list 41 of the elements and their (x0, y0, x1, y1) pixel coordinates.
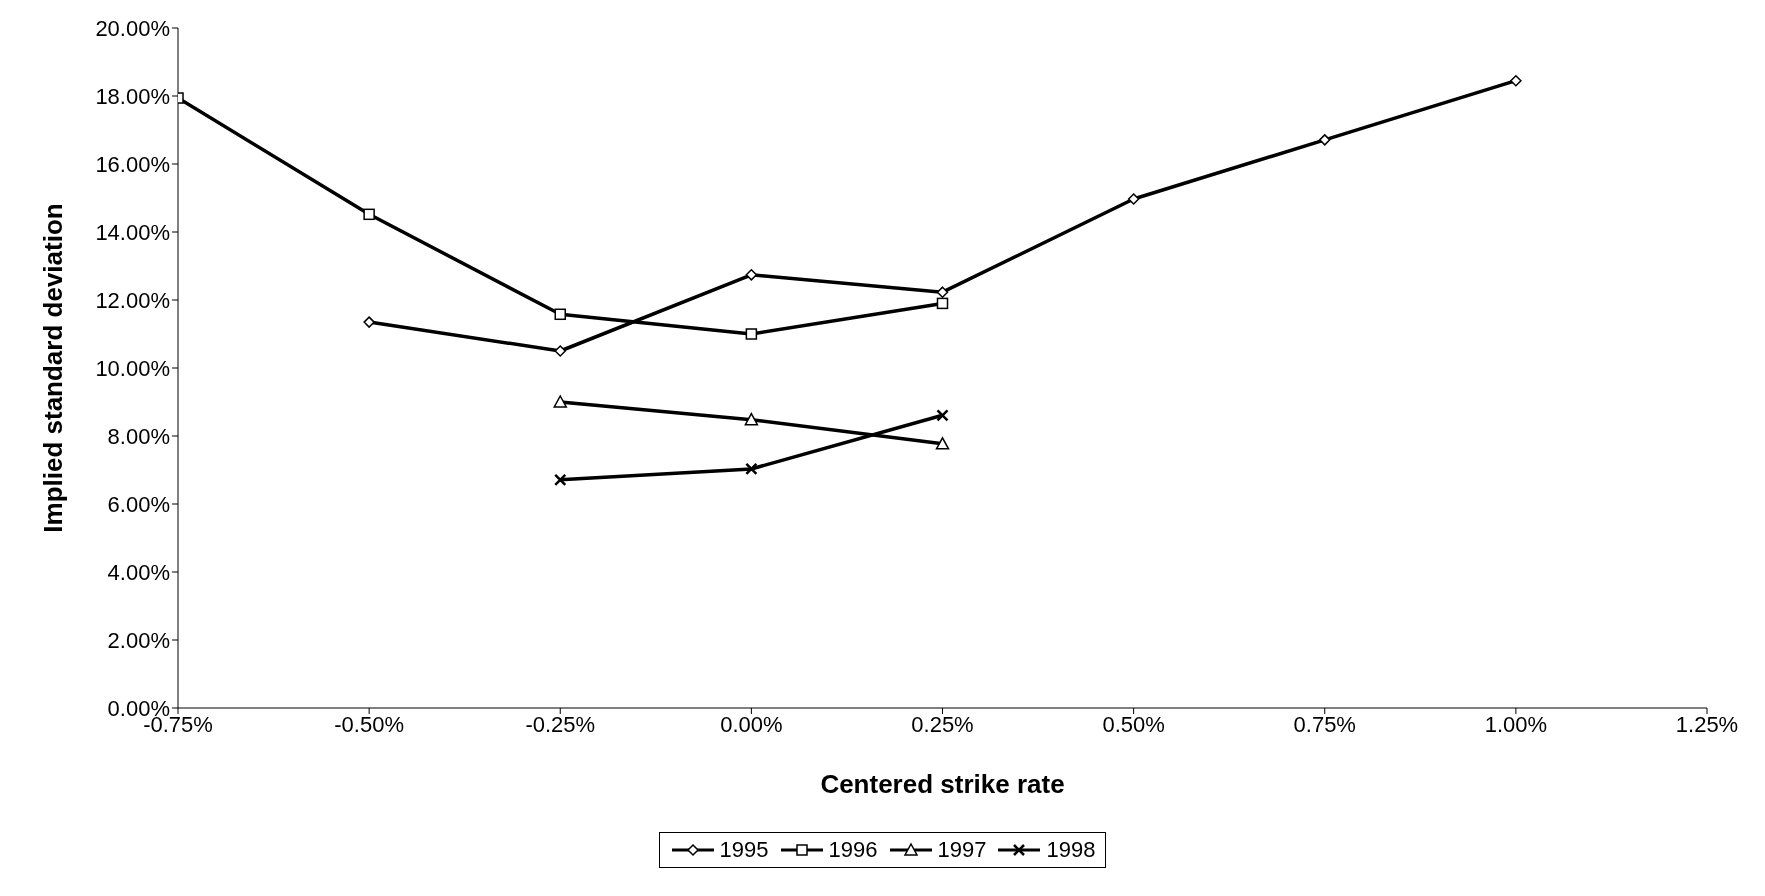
x-tick-label: 1.25% (1675, 711, 1739, 737)
point (363, 316, 375, 328)
point (1319, 134, 1331, 146)
point (745, 269, 758, 281)
point (363, 208, 375, 221)
y-tick-label: 16.00% (95, 151, 170, 177)
point (745, 328, 758, 340)
y-tick-label: 14.00% (95, 219, 170, 245)
y-axis-title: Implied standard deviation (38, 203, 69, 533)
point (554, 308, 566, 321)
x-tick-label: 0.50% (1102, 711, 1165, 737)
legend-label: 1997 (937, 837, 987, 863)
point (1127, 193, 1140, 205)
y-tick-label: 20.00% (95, 15, 170, 41)
x-tick-label: -0.50% (334, 711, 404, 737)
point (1510, 74, 1522, 87)
x-tick-label: 1.00% (1484, 711, 1548, 737)
y-tick-label: 6.00% (107, 491, 170, 517)
point (553, 395, 567, 408)
y-tick-label: 4.00% (107, 559, 170, 585)
legend-label: 1996 (828, 837, 878, 863)
point (936, 409, 949, 422)
y-tick-label: 12.00% (95, 287, 170, 313)
x-tick-label: 0.75% (1293, 711, 1356, 737)
point (554, 473, 567, 487)
point (936, 297, 949, 310)
y-tick-label: 2.00% (107, 627, 170, 653)
legend-label: 1995 (719, 837, 769, 863)
x-axis-title: Centered strike rate (820, 769, 1065, 799)
x-tick-label: -0.25% (525, 711, 596, 737)
y-tick-label: 10.00% (95, 355, 170, 381)
x-tick-label: 0.00% (720, 711, 783, 737)
x-tick-label: 0.25% (911, 711, 974, 737)
point (554, 345, 566, 357)
point (744, 412, 759, 426)
y-tick-label: 18.00% (95, 83, 170, 109)
legend-label: 1998 (1046, 837, 1096, 863)
y-tick-label: 8.00% (107, 423, 170, 449)
point (936, 286, 949, 298)
point (745, 462, 758, 476)
point (935, 437, 950, 450)
